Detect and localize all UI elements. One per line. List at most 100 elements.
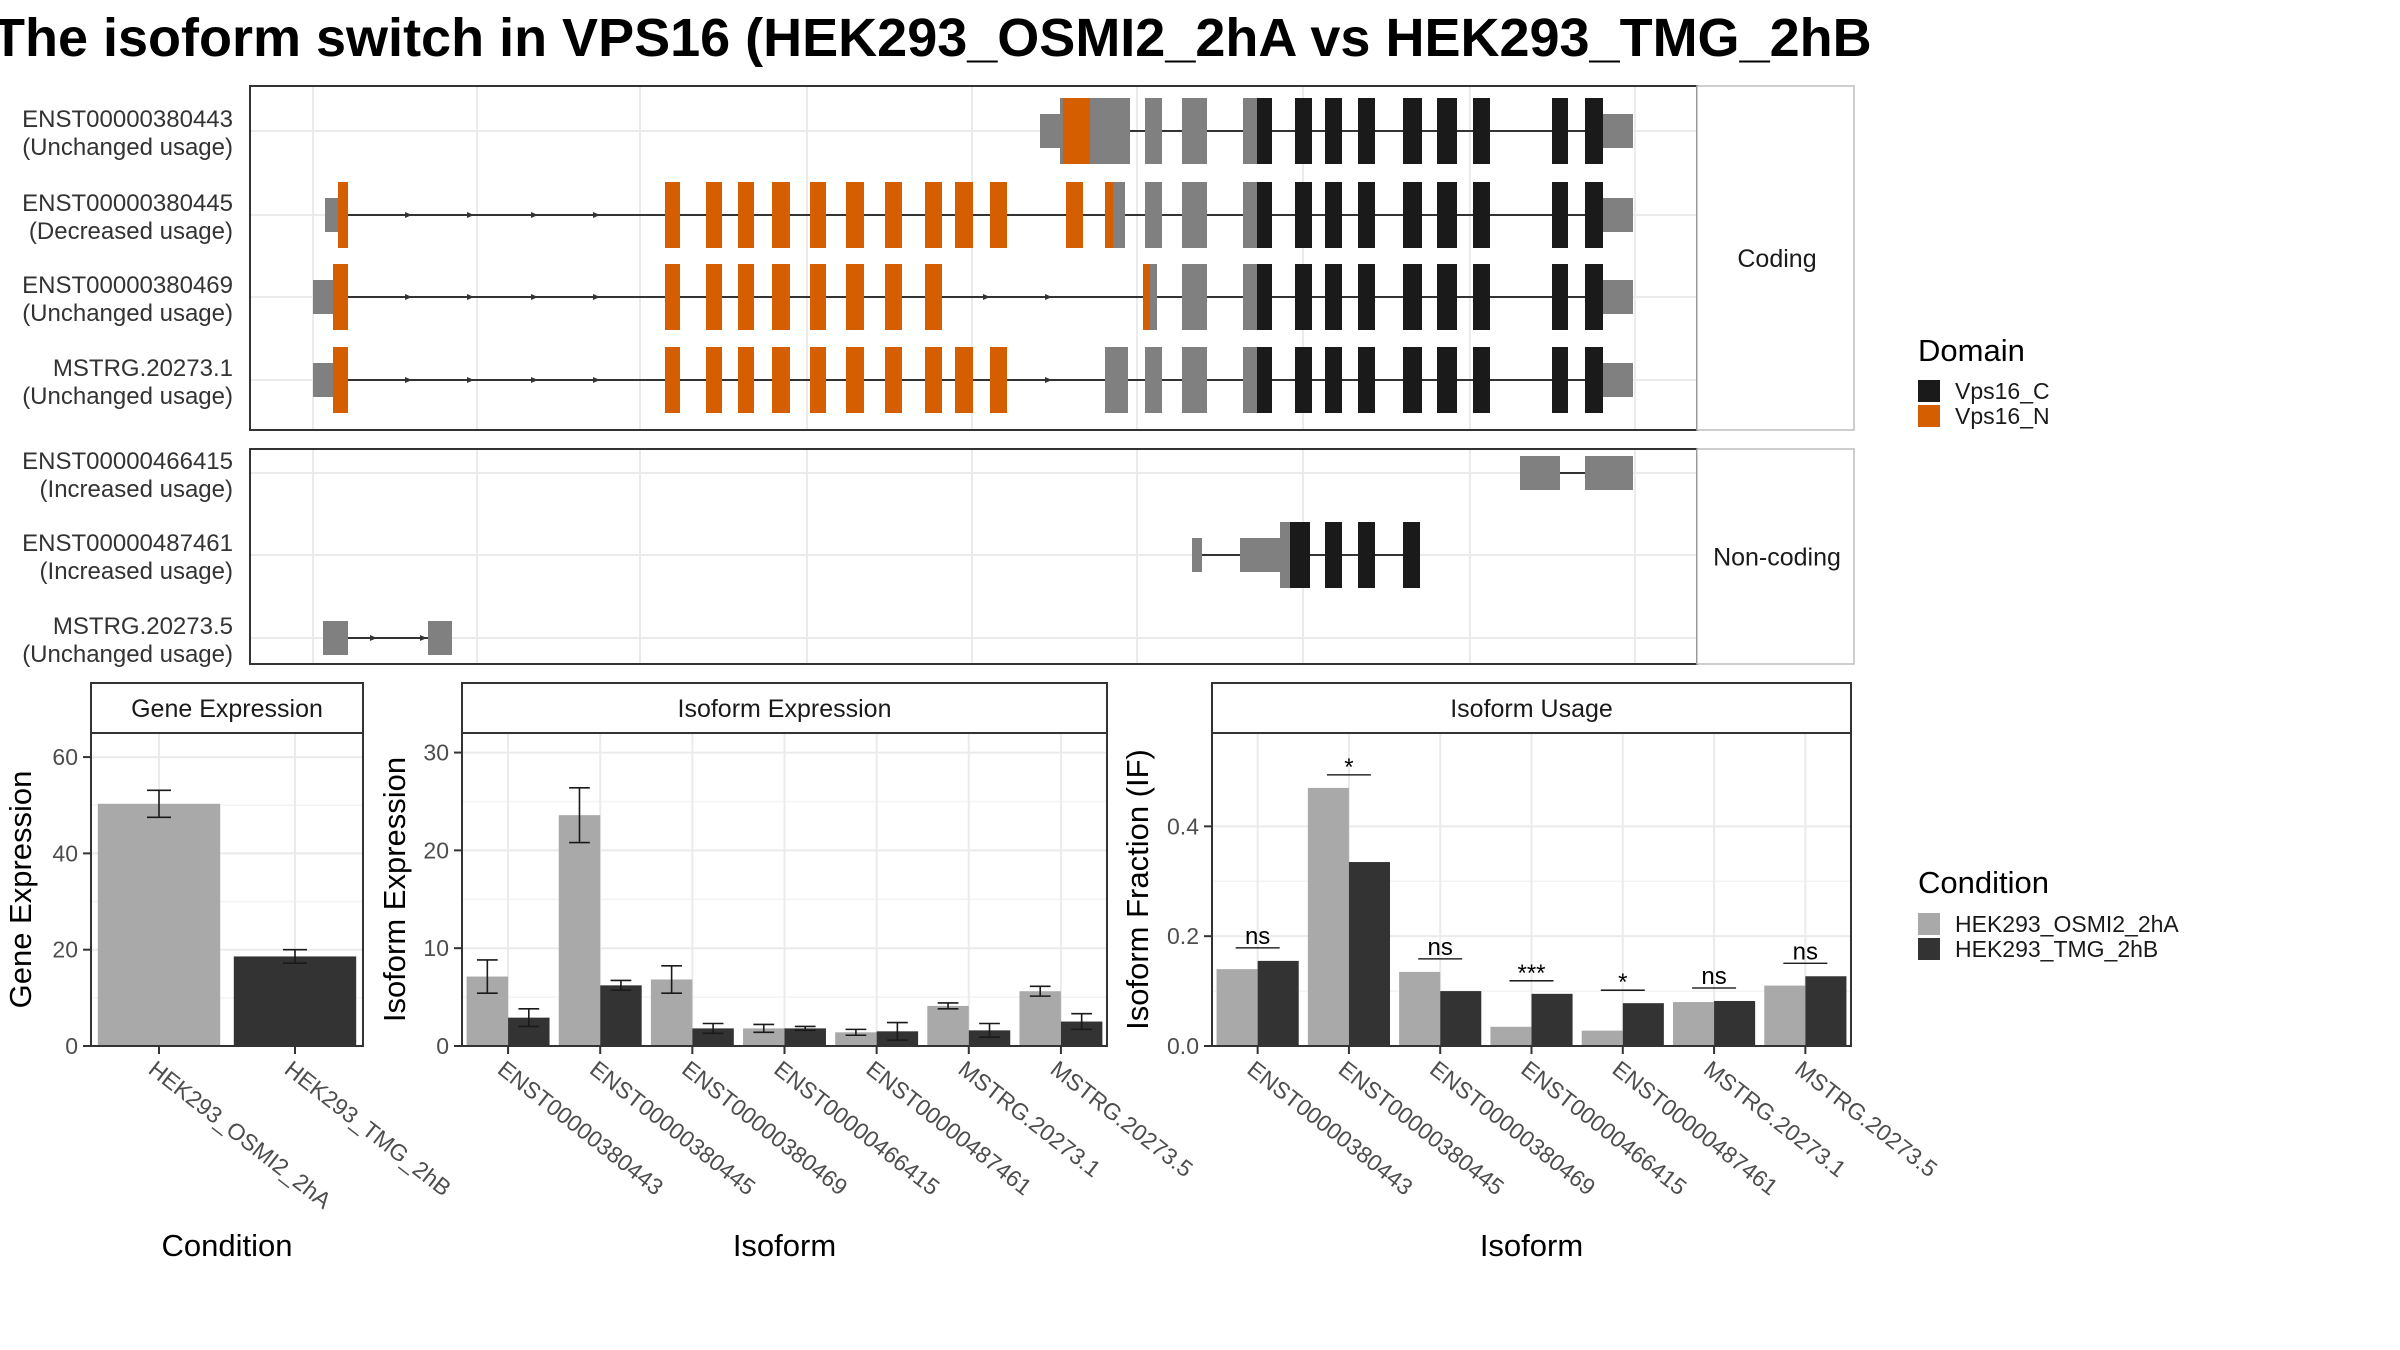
exon-block <box>338 182 348 248</box>
exon-block <box>846 264 864 330</box>
exon-block <box>1145 98 1162 164</box>
bar <box>1307 787 1349 1046</box>
isoform-id-label: ENST00000466415 <box>22 448 233 475</box>
strand-arrow <box>420 635 427 641</box>
isoform-row <box>1520 456 1633 490</box>
significance-label: ns <box>1701 963 1726 990</box>
utr-block <box>313 363 333 397</box>
exon-block <box>1243 264 1257 330</box>
exon-block <box>333 347 348 413</box>
isoform-row <box>313 347 1633 413</box>
exon-block <box>1063 98 1090 164</box>
utr-block <box>1192 538 1202 572</box>
x-tick-label: ENST00000380469 <box>677 1055 852 1200</box>
domain-legend-label: Vps16_C <box>1955 378 2050 404</box>
utr-block <box>323 621 348 655</box>
exon-block <box>925 182 942 248</box>
exon-block <box>1585 182 1603 248</box>
exon-block <box>1150 264 1157 330</box>
y-tick-label: 60 <box>52 744 78 770</box>
bar <box>1622 1003 1664 1046</box>
isoform-row <box>313 264 1633 330</box>
x-tick-label: ENST00000466415 <box>769 1055 944 1200</box>
exon-block <box>1325 264 1342 330</box>
x-tick-label: ENST00000380443 <box>1243 1055 1418 1200</box>
exon-block <box>1403 182 1422 248</box>
exon-block <box>1143 264 1150 330</box>
gene-expression-chart: Gene Expression0204060HEK293_OSMI2_2hAHE… <box>3 682 456 1263</box>
utr-block <box>1520 456 1560 490</box>
exon-block <box>665 347 680 413</box>
utr-block <box>1603 363 1633 397</box>
bar <box>600 985 642 1046</box>
strand-arrow <box>531 294 538 300</box>
isoform-id-label: ENST00000380445 <box>22 190 233 217</box>
exon-block <box>955 182 973 248</box>
isoform-row <box>1192 522 1420 588</box>
exon-block <box>333 264 348 330</box>
x-tick-label: ENST00000380445 <box>1334 1055 1509 1200</box>
exon-block <box>1358 98 1375 164</box>
exon-block <box>955 347 973 413</box>
exon-block <box>738 264 754 330</box>
exon-block <box>1437 182 1457 248</box>
exon-block <box>1257 182 1272 248</box>
exon-block <box>925 347 942 413</box>
isoform-id-label: MSTRG.20273.1 <box>53 355 233 382</box>
exon-block <box>772 264 790 330</box>
bar <box>1399 971 1441 1046</box>
exon-block <box>1145 347 1162 413</box>
y-tick-label: 20 <box>52 937 78 963</box>
bar <box>1805 976 1847 1046</box>
y-axis-title: Isoform Expression <box>377 757 412 1022</box>
strand-arrow <box>593 377 600 383</box>
exon-block <box>1403 522 1420 588</box>
exon-block <box>1257 98 1272 164</box>
strip-label: Isoform Expression <box>678 695 892 723</box>
x-tick-label: ENST00000380445 <box>585 1055 760 1200</box>
exon-block <box>885 264 902 330</box>
x-axis-title: Isoform <box>1480 1228 1583 1263</box>
isoform-usage-label: (Increased usage) <box>40 558 233 585</box>
exon-block <box>1437 347 1457 413</box>
significance-label: ns <box>1793 938 1818 965</box>
exon-block <box>1325 347 1342 413</box>
exon-block <box>738 182 754 248</box>
bar <box>1714 1000 1756 1046</box>
condition-legend-label: HEK293_OSMI2_2hA <box>1955 911 2179 937</box>
exon-block <box>1585 98 1603 164</box>
exon-block <box>1403 347 1422 413</box>
exon-block <box>1473 264 1490 330</box>
bar <box>1440 991 1482 1046</box>
strip-label: Gene Expression <box>131 695 323 723</box>
condition-legend-swatch <box>1918 938 1940 960</box>
exon-block <box>1585 347 1603 413</box>
y-axis-title: Isoform Fraction (IF) <box>1120 749 1155 1030</box>
exon-block <box>1358 522 1375 588</box>
y-tick-label: 0 <box>436 1033 449 1059</box>
isoform-usage-label: (Unchanged usage) <box>22 134 233 161</box>
exon-block <box>1473 347 1490 413</box>
exon-block <box>1113 182 1125 248</box>
bar <box>1490 1026 1532 1046</box>
utr-block <box>428 621 452 655</box>
bar <box>558 815 601 1046</box>
y-tick-label: 30 <box>423 740 449 766</box>
utr-block <box>1040 114 1060 148</box>
exon-block <box>810 264 826 330</box>
x-tick-label: ENST00000380469 <box>1425 1055 1600 1200</box>
bar <box>97 803 221 1046</box>
significance-label: ns <box>1428 934 1453 961</box>
isoform-usage-label: (Unchanged usage) <box>22 641 233 668</box>
strip-label: Isoform Usage <box>1450 695 1613 723</box>
exon-block <box>846 182 864 248</box>
utr-block <box>313 280 333 314</box>
y-tick-label: 40 <box>52 840 78 866</box>
isoform-usage-label: (Unchanged usage) <box>22 300 233 327</box>
bar <box>233 956 357 1046</box>
isoform-expression-chart: Isoform Expression 0 10 20 30 ENST00000380443… <box>377 682 1198 1263</box>
panel-border <box>90 732 364 1047</box>
exon-block <box>706 264 722 330</box>
domain-legend-label: Vps16_N <box>1955 403 2050 429</box>
